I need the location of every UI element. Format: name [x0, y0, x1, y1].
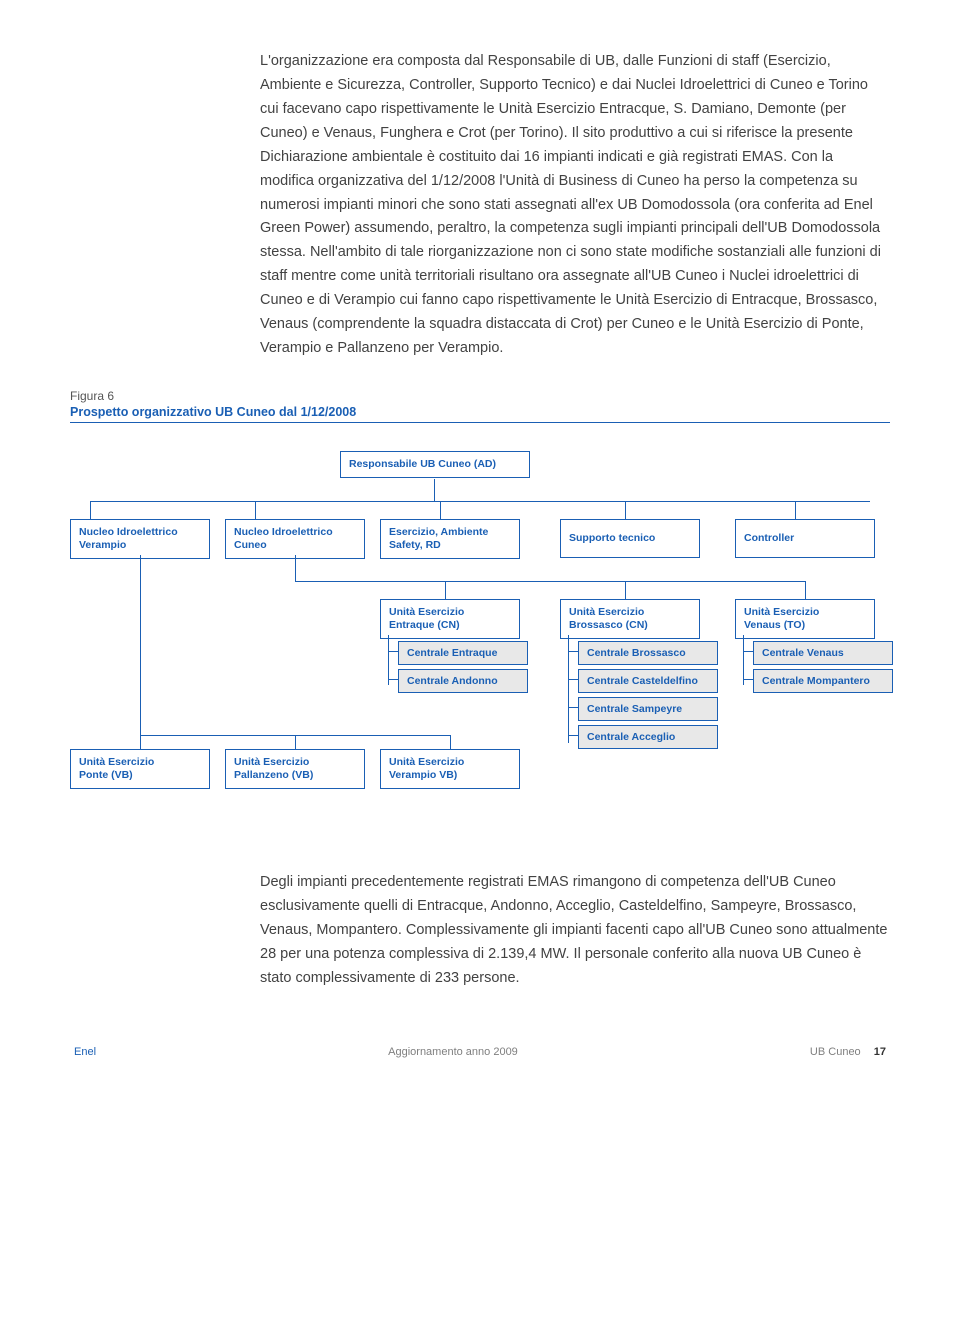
node-centrale-sampeyre: Centrale Sampeyre	[578, 697, 718, 721]
org-chart: Responsabile UB Cuneo (AD) Nucleo Idroel…	[70, 451, 890, 831]
figure-title: Prospetto organizzativo UB Cuneo dal 1/1…	[70, 405, 890, 423]
page-footer: Enel Aggiornamento anno 2009 UB Cuneo 17	[70, 1046, 890, 1058]
node-ue-verampio: Unità Esercizio Verampio VB)	[380, 749, 520, 789]
figure-label: Figura 6	[70, 389, 890, 403]
node-centrale-entraque: Centrale Entraque	[398, 641, 528, 665]
node-supporto: Supporto tecnico	[560, 519, 700, 558]
node-controller: Controller	[735, 519, 875, 558]
node-nucleo-cuneo: Nucleo Idroelettrico Cuneo	[225, 519, 365, 559]
closing-paragraph: Degli impianti precedentemente registrat…	[260, 871, 890, 991]
node-ue-entraque: Unità Esercizio Entraque (CN)	[380, 599, 520, 639]
footer-center: Aggiornamento anno 2009	[388, 1046, 518, 1058]
intro-paragraph: L'organizzazione era composta dal Respon…	[260, 50, 890, 361]
node-centrale-andonno: Centrale Andonno	[398, 669, 528, 693]
paragraph-2: Degli impianti precedentemente registrat…	[260, 874, 887, 986]
node-centrale-brossasco: Centrale Brossasco	[578, 641, 718, 665]
footer-right: UB Cuneo 17	[810, 1046, 886, 1058]
paragraph-1: L'organizzazione era composta dal Respon…	[260, 53, 881, 356]
node-centrale-casteldelfino: Centrale Casteldelfino	[578, 669, 718, 693]
node-ue-pallanzeno: Unità Esercizio Pallanzeno (VB)	[225, 749, 365, 789]
node-centrale-mompantero: Centrale Mompantero	[753, 669, 893, 693]
node-root: Responsabile UB Cuneo (AD)	[340, 451, 530, 478]
node-ue-ponte: Unità Esercizio Ponte (VB)	[70, 749, 210, 789]
node-centrale-venaus: Centrale Venaus	[753, 641, 893, 665]
node-ue-venaus: Unità Esercizio Venaus (TO)	[735, 599, 875, 639]
node-esercizio: Esercizio, Ambiente Safety, RD	[380, 519, 520, 559]
node-ue-brossasco: Unità Esercizio Brossasco (CN)	[560, 599, 700, 639]
node-centrale-acceglio: Centrale Acceglio	[578, 725, 718, 749]
page-number: 17	[874, 1046, 886, 1058]
node-nucleo-verampio: Nucleo Idroelettrico Verampio	[70, 519, 210, 559]
footer-left: Enel	[74, 1046, 96, 1058]
